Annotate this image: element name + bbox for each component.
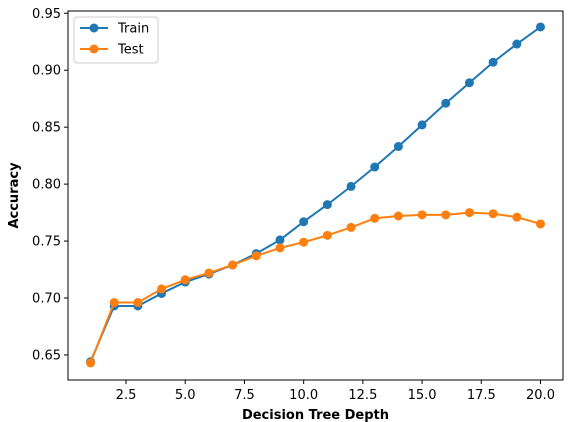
y-tick-label: 0.95 xyxy=(32,7,61,22)
legend-marker xyxy=(89,44,99,54)
data-point xyxy=(299,217,309,227)
data-point xyxy=(275,235,285,245)
y-axis-title: Accuracy xyxy=(7,162,22,229)
x-tick-label: 2.5 xyxy=(116,388,137,403)
x-tick-label: 5.0 xyxy=(175,388,196,403)
data-point xyxy=(251,251,261,261)
data-point xyxy=(393,211,403,221)
x-tick-label: 17.5 xyxy=(467,388,496,403)
data-point xyxy=(536,219,545,229)
data-point xyxy=(275,243,285,253)
data-point xyxy=(536,22,545,32)
data-point xyxy=(346,181,356,191)
data-point xyxy=(417,210,427,220)
data-point xyxy=(441,210,451,220)
x-tick-label: 20.0 xyxy=(526,388,555,403)
x-tick-label: 12.5 xyxy=(348,388,377,403)
data-point xyxy=(322,230,332,240)
data-point xyxy=(370,213,380,223)
data-point xyxy=(86,358,95,368)
series-layer xyxy=(86,22,545,368)
data-point xyxy=(157,284,167,294)
legend-marker xyxy=(89,23,99,33)
legend-item-train: Train xyxy=(80,22,149,37)
data-point xyxy=(393,142,403,152)
series-test xyxy=(86,208,545,368)
data-point xyxy=(488,209,498,219)
series-line xyxy=(89,26,542,363)
y-tick-label: 0.80 xyxy=(32,178,61,193)
y-tick-label: 0.65 xyxy=(32,348,61,363)
data-point xyxy=(370,162,380,172)
data-point xyxy=(109,298,119,308)
data-point xyxy=(228,260,238,270)
plot-frame xyxy=(67,10,564,381)
x-axis-ticks: 2.5 5.0 7.5 10.0 12.5 15.0 17.5 20.0 xyxy=(116,380,555,403)
data-point xyxy=(346,222,356,232)
data-point xyxy=(512,39,522,49)
data-point xyxy=(464,208,474,218)
legend-label: Test xyxy=(117,43,144,58)
x-tick-label: 15.0 xyxy=(408,388,437,403)
data-point xyxy=(180,275,190,285)
x-axis-title: Decision Tree Depth xyxy=(242,408,389,422)
data-point xyxy=(488,57,498,67)
y-tick-label: 0.75 xyxy=(32,235,61,250)
data-point xyxy=(464,78,474,88)
data-point xyxy=(322,200,332,210)
data-point xyxy=(299,237,309,247)
legend-label: Train xyxy=(117,22,149,37)
legend-item-test: Test xyxy=(80,43,144,58)
y-tick-label: 0.90 xyxy=(32,64,61,79)
y-axis-ticks: 0.65 0.70 0.75 0.80 0.85 0.90 0.95 xyxy=(32,7,68,363)
x-tick-label: 10.0 xyxy=(289,388,318,403)
data-point xyxy=(133,298,143,308)
legend: Train Test xyxy=(73,16,159,64)
x-tick-label: 7.5 xyxy=(234,388,255,403)
y-tick-label: 0.70 xyxy=(32,292,61,307)
series-train xyxy=(86,22,545,367)
data-point xyxy=(512,212,522,222)
data-point xyxy=(441,98,451,108)
data-point xyxy=(204,268,214,278)
data-point xyxy=(417,120,427,130)
y-tick-label: 0.85 xyxy=(32,121,61,136)
